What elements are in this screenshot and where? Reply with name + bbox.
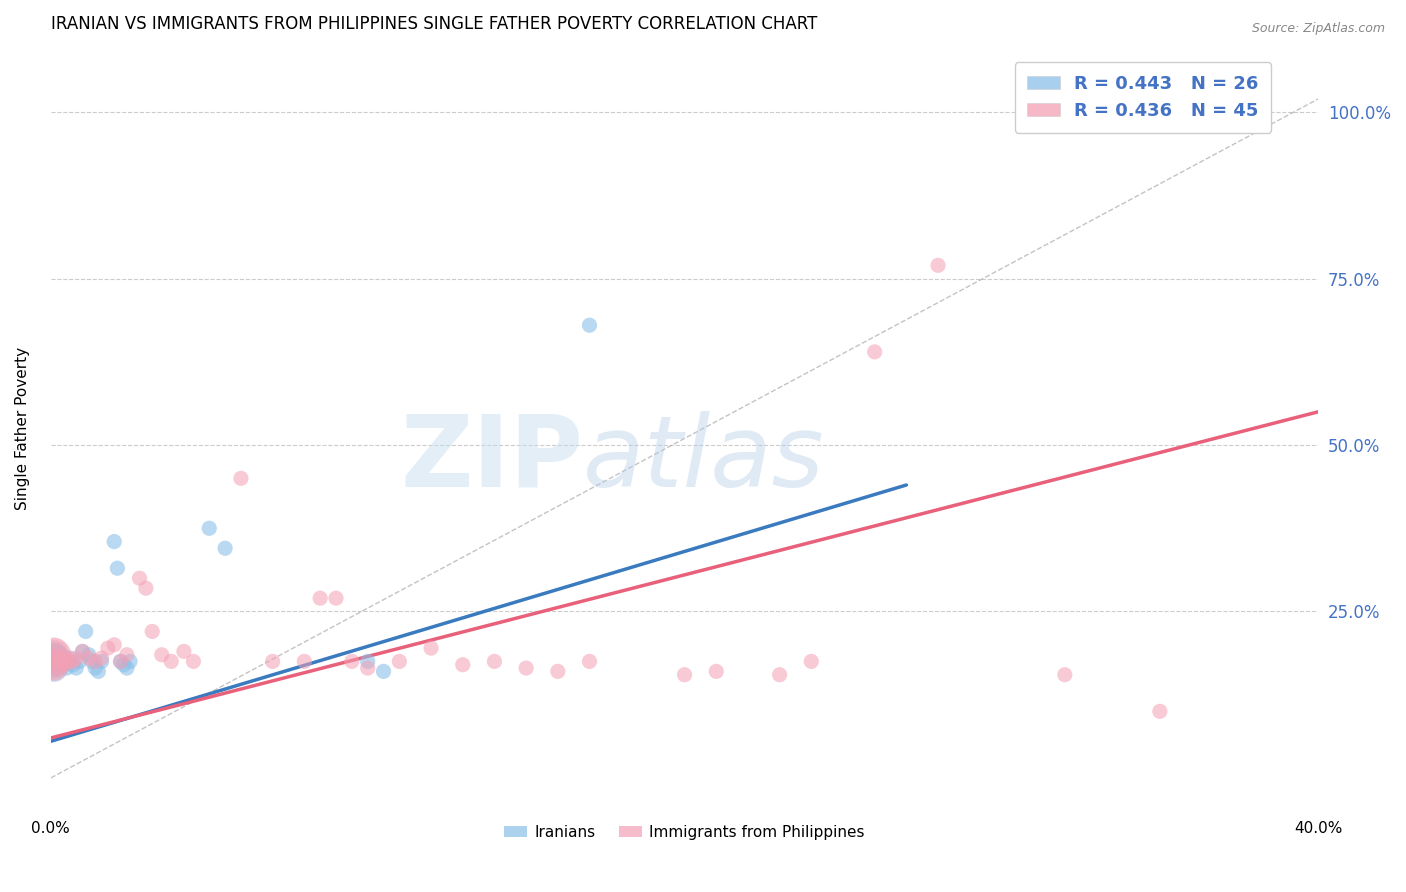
Point	[673, 667, 696, 681]
Point	[1149, 704, 1171, 718]
Text: IRANIAN VS IMMIGRANTS FROM PHILIPPINES SINGLE FATHER POVERTY CORRELATION CHART: IRANIAN VS IMMIGRANTS FROM PHILIPPINES S…	[51, 15, 817, 33]
Point	[309, 591, 332, 606]
Point	[67, 654, 90, 668]
Point	[198, 521, 221, 535]
Point	[118, 654, 141, 668]
Point	[110, 654, 132, 668]
Point	[105, 561, 128, 575]
Point	[229, 471, 252, 485]
Point	[357, 654, 380, 668]
Point	[52, 654, 75, 668]
Point	[515, 661, 537, 675]
Point	[863, 344, 886, 359]
Point	[484, 654, 506, 668]
Point	[262, 654, 284, 668]
Point	[800, 654, 823, 668]
Point	[42, 651, 65, 665]
Point	[52, 657, 75, 672]
Point	[77, 651, 100, 665]
Point	[547, 665, 569, 679]
Point	[103, 534, 125, 549]
Point	[42, 661, 65, 675]
Point	[340, 654, 363, 668]
Point	[292, 654, 315, 668]
Point	[42, 657, 65, 672]
Point	[75, 624, 97, 639]
Point	[173, 644, 195, 658]
Legend: Iranians, Immigrants from Philippines: Iranians, Immigrants from Philippines	[498, 819, 870, 846]
Text: Source: ZipAtlas.com: Source: ZipAtlas.com	[1251, 22, 1385, 36]
Point	[115, 648, 138, 662]
Point	[90, 651, 112, 665]
Point	[49, 654, 72, 668]
Point	[183, 654, 205, 668]
Point	[42, 654, 65, 668]
Point	[55, 661, 77, 675]
Point	[112, 657, 135, 672]
Point	[420, 641, 443, 656]
Point	[55, 651, 77, 665]
Point	[72, 644, 94, 658]
Point	[46, 651, 69, 665]
Text: atlas: atlas	[583, 410, 825, 508]
Point	[62, 657, 84, 672]
Point	[1244, 92, 1267, 106]
Point	[84, 654, 107, 668]
Point	[42, 657, 65, 672]
Point	[77, 648, 100, 662]
Point	[578, 654, 600, 668]
Y-axis label: Single Father Poverty: Single Father Poverty	[15, 347, 30, 510]
Point	[135, 581, 157, 595]
Point	[42, 648, 65, 662]
Point	[42, 648, 65, 662]
Point	[141, 624, 163, 639]
Point	[59, 651, 82, 665]
Point	[451, 657, 474, 672]
Point	[927, 258, 949, 272]
Point	[90, 654, 112, 668]
Point	[62, 654, 84, 668]
Point	[87, 665, 110, 679]
Point	[72, 644, 94, 658]
Point	[42, 654, 65, 668]
Point	[42, 644, 65, 658]
Point	[42, 661, 65, 675]
Point	[1053, 667, 1076, 681]
Point	[115, 661, 138, 675]
Point	[42, 651, 65, 665]
Point	[768, 667, 790, 681]
Point	[65, 651, 87, 665]
Point	[388, 654, 411, 668]
Point	[97, 641, 120, 656]
Point	[49, 657, 72, 672]
Point	[373, 665, 395, 679]
Point	[704, 665, 727, 679]
Point	[357, 661, 380, 675]
Point	[214, 541, 236, 556]
Point	[325, 591, 347, 606]
Point	[46, 654, 69, 668]
Point	[103, 638, 125, 652]
Point	[110, 654, 132, 668]
Point	[59, 654, 82, 668]
Point	[150, 648, 173, 662]
Point	[128, 571, 150, 585]
Point	[84, 661, 107, 675]
Point	[578, 318, 600, 333]
Point	[80, 654, 103, 668]
Point	[65, 661, 87, 675]
Point	[160, 654, 183, 668]
Text: ZIP: ZIP	[401, 410, 583, 508]
